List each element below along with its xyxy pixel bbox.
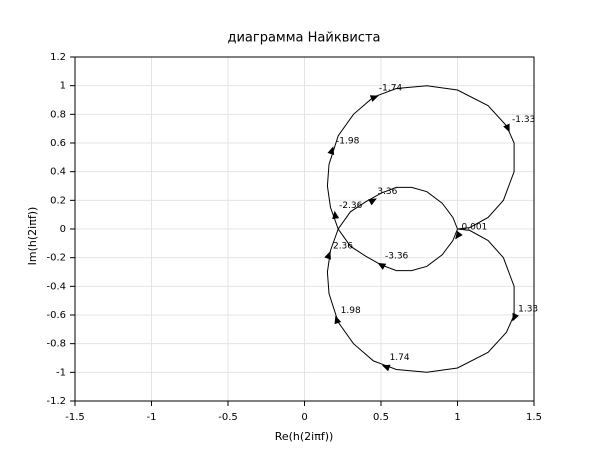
y-tick-label: 0.8 [50, 109, 66, 120]
direction-arrow [369, 95, 379, 102]
annotation: 1.74 [390, 353, 410, 363]
direction-arrow [368, 198, 377, 206]
annotation: 3.36 [377, 187, 397, 197]
x-tick-label: -1.5 [65, 412, 85, 423]
direction-arrow [327, 146, 335, 156]
y-tick-label: 1 [60, 81, 66, 92]
x-tick-label: -0.5 [218, 412, 238, 423]
y-tick-label: 1.2 [50, 52, 66, 63]
direction-arrow [455, 230, 463, 240]
annotation: -1.33 [512, 115, 535, 125]
x-tick-label: 1.5 [526, 412, 542, 423]
x-tick-label: 0 [301, 412, 307, 423]
curve [326, 85, 515, 373]
y-tick-label: 0.6 [50, 138, 66, 149]
direction-arrow [381, 364, 391, 372]
y-tick-label: 0 [60, 224, 66, 235]
y-tick-label: -0.2 [46, 253, 66, 264]
y-tick-label: 0.2 [50, 195, 66, 206]
annotation: -2.36 [339, 201, 363, 211]
annotation: -1.74 [379, 84, 403, 94]
direction-arrow [377, 262, 387, 270]
plot-frame [74, 56, 535, 402]
annotation: 1.33 [518, 304, 538, 314]
direction-arrow [332, 210, 340, 220]
direction-arrow [512, 312, 519, 322]
chart-title: диаграмма Найквиста [227, 31, 380, 46]
annotation: -3.36 [385, 251, 409, 261]
y-tick-label: -1.2 [46, 396, 66, 407]
annotation: 2.36 [333, 241, 353, 251]
annotation: 0.001 [462, 223, 488, 233]
x-axis-label: Re(h(2iπf)) [275, 430, 334, 443]
y-tick-label: 0.4 [50, 167, 66, 178]
direction-arrow [334, 315, 342, 325]
y-tick-label: -0.8 [46, 339, 66, 350]
annotation: 1.98 [341, 306, 361, 316]
y-axis-label: Im(h(2iπf)) [26, 207, 39, 266]
y-tick-label: -0.6 [46, 310, 66, 321]
x-tick-label: 1 [454, 412, 460, 423]
direction-arrow [503, 123, 510, 133]
annotation: -1.98 [336, 137, 360, 147]
x-tick-label: 0.5 [373, 412, 389, 423]
direction-arrow [324, 251, 331, 260]
y-tick-label: -1 [56, 367, 66, 378]
y-tick-label: -0.4 [46, 281, 66, 292]
x-tick-label: -1 [147, 412, 157, 423]
